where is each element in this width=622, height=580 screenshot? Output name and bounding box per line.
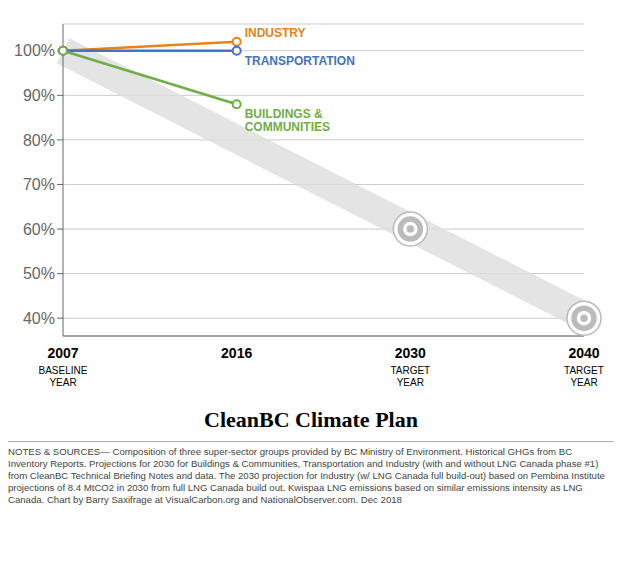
svg-text:2030: 2030 [395,345,426,361]
html-text:CleanBC Climate Plan: CleanBC Climate Plan [204,407,418,432]
svg-text:2016: 2016 [221,345,252,361]
svg-text:80%: 80% [23,132,55,149]
svg-text:COMMUNITIES: COMMUNITIES [245,120,330,134]
svg-text:BUILDINGS &: BUILDINGS & [245,107,323,121]
svg-text:90%: 90% [23,87,55,104]
svg-text:40%: 40% [23,310,55,327]
svg-text:100%: 100% [14,42,55,59]
svg-text:INDUSTRY: INDUSTRY [245,26,306,40]
svg-text:50%: 50% [23,265,55,282]
svg-text:BASELINE: BASELINE [39,365,88,376]
svg-text:70%: 70% [23,176,55,193]
svg-text:2040: 2040 [568,345,599,361]
svg-text:TARGET: TARGET [390,365,430,376]
svg-text:YEAR: YEAR [570,377,597,388]
html-text:NOTES & SOURCES— Composition o: NOTES & SOURCES— Composition of three su… [8,446,605,505]
svg-text:2007: 2007 [47,345,78,361]
svg-text:TARGET: TARGET [564,365,604,376]
svg-text:YEAR: YEAR [397,377,424,388]
svg-text:TRANSPORTATION: TRANSPORTATION [245,54,355,68]
svg-text:60%: 60% [23,221,55,238]
svg-text:YEAR: YEAR [49,377,76,388]
